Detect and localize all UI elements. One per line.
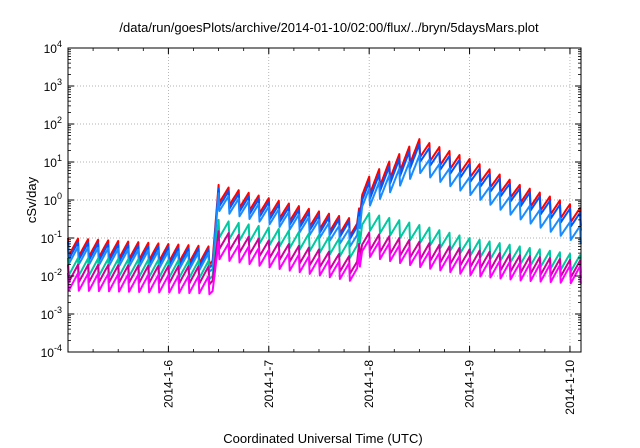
x-tick-label: 2014-1-8 bbox=[362, 360, 376, 408]
y-tick-labels: 10-4 10-3 10-2 10-1 100 101 102 103 104 bbox=[41, 39, 62, 360]
x-tick-label: 2014-1-10 bbox=[563, 360, 577, 415]
series-line bbox=[67, 142, 582, 269]
y-tick-label: 10-3 bbox=[41, 305, 62, 322]
y-tick-label: 100 bbox=[44, 191, 62, 208]
y-tick-label: 102 bbox=[44, 115, 62, 132]
series-layer bbox=[67, 138, 582, 296]
x-tick-label: 2014-1-7 bbox=[262, 360, 276, 408]
y-tick-label: 10-2 bbox=[41, 267, 62, 284]
x-axis-title: Coordinated Universal Time (UTC) bbox=[223, 431, 422, 446]
x-tick-label: 2014-1-9 bbox=[463, 360, 477, 408]
series-line bbox=[67, 138, 582, 266]
chart-title: /data/run/goesPlots/archive/2014-01-10/0… bbox=[119, 20, 539, 35]
y-tick-label: 101 bbox=[44, 153, 62, 170]
y-tick-label: 10-1 bbox=[41, 229, 62, 246]
series-line bbox=[67, 212, 582, 281]
y-axis-title: cSv/day bbox=[24, 176, 39, 223]
x-tick-labels: 2014-1-6 2014-1-7 2014-1-8 2014-1-9 2014-1-1… bbox=[161, 360, 577, 415]
y-tick-label: 103 bbox=[44, 77, 62, 94]
series-line bbox=[67, 230, 582, 286]
series-line bbox=[67, 154, 582, 273]
y-tick-label: 104 bbox=[44, 39, 62, 56]
plot-frame bbox=[67, 47, 582, 353]
grid bbox=[68, 48, 581, 352]
ticks bbox=[68, 47, 581, 353]
x-tick-label: 2014-1-6 bbox=[161, 360, 175, 408]
y-tick-label: 10-4 bbox=[41, 343, 62, 360]
series-line bbox=[67, 238, 582, 296]
